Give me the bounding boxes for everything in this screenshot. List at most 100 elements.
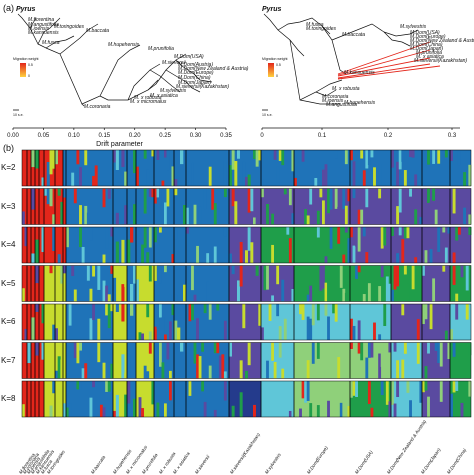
admixture-strip <box>49 188 53 207</box>
admixture-strip <box>393 403 397 417</box>
admixture-strip <box>89 318 93 340</box>
admixture-strip <box>86 265 90 281</box>
structure-block <box>261 342 294 379</box>
admixture-strip <box>105 227 109 249</box>
panel-a-label: (a) <box>3 3 14 13</box>
admixture-strip <box>337 357 341 379</box>
admixture-strip <box>81 246 85 263</box>
admixture-strip <box>342 393 346 417</box>
admixture-strip <box>416 319 420 340</box>
structure-block <box>35 381 39 417</box>
admixture-strip <box>409 188 412 197</box>
admixture-strip <box>347 238 351 263</box>
admixture-strip <box>164 265 167 273</box>
structure-row-frame <box>21 188 472 225</box>
admixture-strip <box>133 398 137 417</box>
admixture-strip <box>81 368 85 379</box>
structure-block <box>55 227 63 263</box>
admixture-strip <box>159 188 162 206</box>
admixture-strip <box>327 400 330 417</box>
admixture-strip <box>133 325 137 340</box>
admixture-strip <box>92 265 96 277</box>
admixture-strip <box>283 318 287 340</box>
admixture-strip <box>391 227 394 236</box>
tree-left-branch <box>37 35 75 49</box>
tree-right-tip: M.kansuensis <box>344 70 375 76</box>
admixture-strip <box>396 381 400 398</box>
admixture-strip <box>105 304 109 316</box>
admixture-strip <box>344 227 348 233</box>
admixture-strip <box>239 241 243 263</box>
admixture-strip <box>213 203 217 225</box>
admixture-strip <box>124 205 128 225</box>
admixture-strip <box>60 201 64 225</box>
admixture-strip <box>403 227 407 239</box>
x-tick-label: 0.1 <box>318 133 327 139</box>
admixture-strip <box>271 295 274 302</box>
admixture-strip <box>378 188 382 199</box>
admixture-strip <box>130 227 134 243</box>
tree-left-branch <box>81 103 85 107</box>
admixture-strip <box>151 360 155 379</box>
admixture-strip <box>444 381 448 390</box>
admixture-strip <box>342 288 346 302</box>
admixture-strip <box>261 327 264 340</box>
admixture-strip <box>216 342 220 354</box>
structure-block <box>186 381 229 417</box>
admixture-strip <box>350 150 353 161</box>
admixture-strip <box>301 304 305 320</box>
structure-block <box>44 342 55 379</box>
admixture-strip <box>332 304 336 314</box>
admixture-strip <box>154 227 157 243</box>
admixture-strip <box>191 162 194 186</box>
structure-block <box>22 304 27 340</box>
admixture-strip <box>316 405 320 417</box>
tree-left-tip: M.sylvestris <box>160 88 187 94</box>
tree-left: Pyrus M.florentinaM.angustifoliaM.ioensis… <box>7 6 249 148</box>
admixture-strip <box>339 402 343 417</box>
admixture-strip <box>373 322 376 340</box>
admixture-strip <box>52 381 56 394</box>
admixture-strip <box>97 265 101 290</box>
admixture-strip <box>31 253 36 263</box>
admixture-strip <box>403 342 407 354</box>
admixture-strip <box>166 150 170 171</box>
admixture-strip <box>115 394 119 417</box>
structure-block <box>31 381 35 417</box>
admixture-strip <box>396 206 400 225</box>
admixture-strip <box>442 227 446 233</box>
admixture-strip <box>102 407 106 417</box>
admixture-strip <box>193 204 197 225</box>
tree-left-branch <box>17 13 37 29</box>
x-tick-label: 0.10 <box>68 133 80 139</box>
admixture-strip <box>276 250 280 263</box>
admixture-strip <box>44 304 48 319</box>
admixture-strip <box>143 265 147 279</box>
admixture-strip <box>57 188 61 196</box>
admixture-strip <box>255 150 259 167</box>
admixture-strip <box>55 328 58 340</box>
tree-left-branch <box>29 17 61 45</box>
admixture-strip <box>367 381 371 405</box>
admixture-strip <box>437 342 441 364</box>
structure-row-frame <box>21 342 472 379</box>
admixture-strip <box>316 304 320 321</box>
admixture-strip <box>306 294 310 302</box>
admixture-strip <box>322 169 325 186</box>
admixture-strip <box>99 404 103 417</box>
admixture-strip <box>422 265 425 276</box>
admixture-strip <box>151 150 155 157</box>
x-tick-label: 0.25 <box>159 133 171 139</box>
admixture-strip <box>186 227 189 234</box>
tree-left-tip: M.Dom(New Zealand & Austria) <box>178 66 249 72</box>
tree-left-tip: M.prunifolia <box>148 46 174 52</box>
structure-block <box>154 227 174 263</box>
admixture-strip <box>261 188 264 198</box>
structure-block <box>63 381 66 417</box>
admixture-strip <box>468 164 472 186</box>
admixture-strip <box>79 227 82 248</box>
structure-block <box>55 381 63 417</box>
admixture-strip <box>427 188 430 203</box>
tree-left-tip: M.Dom(China) <box>178 75 211 81</box>
admixture-strip <box>79 381 82 390</box>
